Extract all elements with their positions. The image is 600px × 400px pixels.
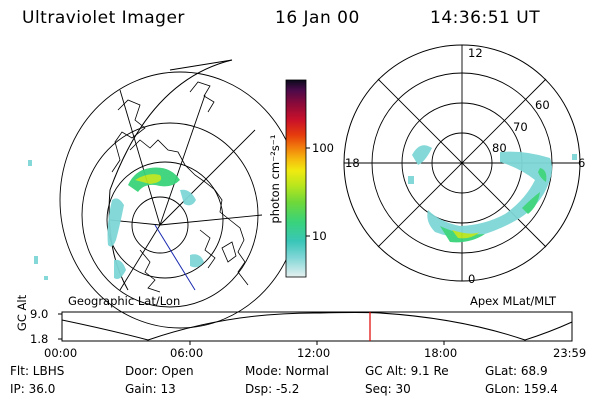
status-dsp: Dsp: -5.2 bbox=[245, 382, 300, 396]
status-gain: Gain: 13 bbox=[125, 382, 176, 396]
mlt-label-0: 0 bbox=[468, 272, 476, 286]
mlat-label-80: 80 bbox=[492, 141, 507, 155]
timeline-xtick-0000: 00:00 bbox=[44, 346, 78, 360]
status-glat: GLat: 68.9 bbox=[485, 364, 548, 378]
status-ip: IP: 36.0 bbox=[10, 382, 56, 396]
timeline-xtick-1200: 12:00 bbox=[297, 346, 331, 360]
timeline-ytick-high: 9.0 bbox=[30, 307, 49, 321]
status-seq: Seq: 30 bbox=[365, 382, 411, 396]
status-mode: Mode: Normal bbox=[245, 364, 329, 378]
color-scale-bar bbox=[285, 79, 310, 278]
status-gc-alt: GC Alt: 9.1 Re bbox=[365, 364, 449, 378]
magnetic-caption: Apex MLat/MLT bbox=[470, 294, 557, 308]
geographic-caption: Geographic Lat/Lon bbox=[68, 294, 181, 308]
mlt-label-12: 12 bbox=[468, 46, 483, 60]
mlat-label-60: 60 bbox=[535, 98, 550, 112]
timeline-ylabel: GC Alt bbox=[15, 294, 29, 332]
timeline-xtick-1800: 18:00 bbox=[424, 346, 458, 360]
colorbar-tick-10: 10 bbox=[312, 229, 327, 243]
time-label: 14:36:51 UT bbox=[430, 8, 541, 28]
colorbar-unit-label: photon cm⁻²s⁻¹ bbox=[268, 134, 282, 224]
status-filter: Flt: LBHS bbox=[10, 364, 65, 378]
timeline-xtick-0600: 06:00 bbox=[170, 346, 204, 360]
timeline-ytick-low: 1.8 bbox=[30, 332, 49, 346]
altitude-timeline bbox=[58, 311, 573, 345]
geographic-map bbox=[28, 59, 301, 329]
instrument-title: Ultraviolet Imager bbox=[22, 8, 185, 28]
status-door: Door: Open bbox=[125, 364, 194, 378]
mlat-label-70: 70 bbox=[513, 120, 528, 134]
timeline-xtick-2359: 23:59 bbox=[553, 346, 587, 360]
mlt-label-18: 18 bbox=[345, 156, 360, 170]
magnetic-polar-plot bbox=[343, 44, 581, 282]
mlt-label-6: 6 bbox=[578, 156, 586, 170]
colorbar-tick-100: 100 bbox=[312, 141, 334, 155]
date-label: 16 Jan 00 bbox=[275, 8, 360, 28]
status-glon: GLon: 159.4 bbox=[485, 382, 558, 396]
